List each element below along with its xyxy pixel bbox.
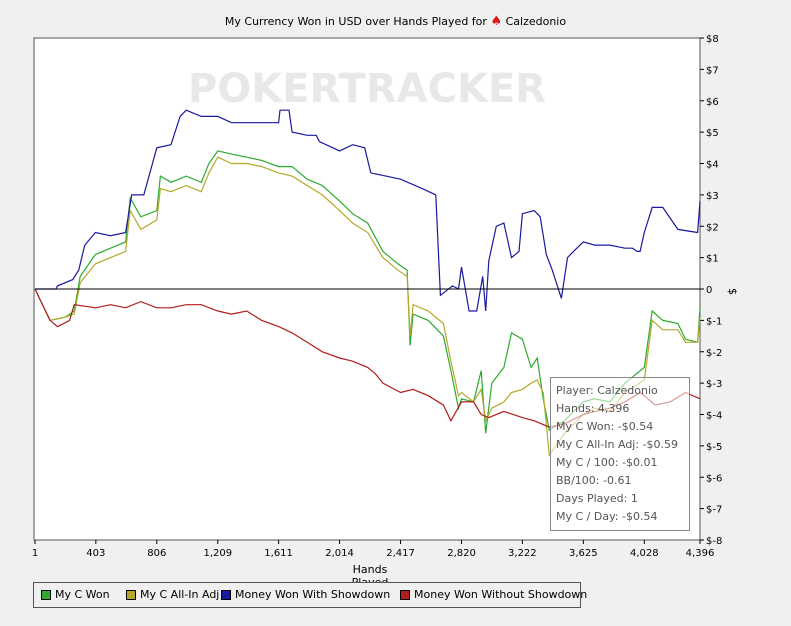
y-tick-label: $-3 bbox=[706, 379, 722, 390]
legend-label: My C All-In Adj bbox=[140, 588, 220, 601]
x-tick-label: 4,396 bbox=[686, 548, 715, 559]
x-tick-label: 806 bbox=[147, 548, 166, 559]
tooltip-line: Hands: 4,396 bbox=[556, 402, 630, 415]
tooltip-line: My C All-In Adj: -$0.59 bbox=[556, 438, 679, 451]
y-tick-label: $-7 bbox=[706, 505, 722, 516]
data-tooltip: Player: Calzedonio Hands: 4,396 My C Won… bbox=[550, 377, 690, 531]
tooltip-line: Player: Calzedonio bbox=[556, 384, 658, 397]
chart-title: My Currency Won in USD over Hands Played… bbox=[0, 14, 791, 29]
legend-swatch bbox=[41, 589, 51, 600]
series-line-2 bbox=[35, 109, 701, 312]
spade-icon: ♠ bbox=[490, 14, 503, 29]
y-tick-label: $4 bbox=[706, 160, 719, 171]
tooltip-line: Days Played: 1 bbox=[556, 492, 638, 505]
x-tick-label: 2,820 bbox=[447, 548, 476, 559]
y-tick-label: $3 bbox=[706, 191, 719, 202]
legend-item-money-won-with-showdown[interactable]: Money Won With Showdown bbox=[221, 588, 390, 601]
y-tick-label: $-2 bbox=[706, 348, 722, 359]
x-tick-label: 3,222 bbox=[508, 548, 537, 559]
chart-title-text: My Currency Won in USD over Hands Played… bbox=[224, 15, 487, 28]
y-axis-label: $ bbox=[726, 288, 739, 295]
x-tick-label: 2,417 bbox=[386, 548, 415, 559]
tooltip-line: BB/100: -0.61 bbox=[556, 474, 632, 487]
x-tick-label: 4,028 bbox=[630, 548, 659, 559]
tooltip-line: My C Won: -$0.54 bbox=[556, 420, 654, 433]
y-tick-label: $-5 bbox=[706, 442, 722, 453]
legend-swatch bbox=[221, 589, 231, 600]
tooltip-line: My C / 100: -$0.01 bbox=[556, 456, 658, 469]
x-tick-label: 403 bbox=[86, 548, 105, 559]
legend: My C Won My C All-In Adj Money Won With … bbox=[33, 582, 587, 608]
y-tick-label: $7 bbox=[706, 65, 719, 76]
axes-group: 1 403 806 1,209 1,611 2,014 2,417 2,820 3,222 3,6… bbox=[32, 34, 723, 559]
x-tick-label: 3,625 bbox=[569, 548, 598, 559]
y-tick-label: $-4 bbox=[706, 411, 722, 422]
x-tick-label: 1,611 bbox=[264, 548, 293, 559]
y-tick-label: $-1 bbox=[706, 316, 722, 327]
watermark: POKERTRACKER bbox=[188, 66, 546, 112]
y-tick-label: $5 bbox=[706, 128, 719, 139]
y-tick-label: $6 bbox=[706, 97, 719, 108]
x-tick-label: 2,014 bbox=[325, 548, 354, 559]
legend-label: Money Won With Showdown bbox=[235, 588, 391, 601]
y-tick-label: $2 bbox=[706, 222, 719, 233]
y-tick-label: $1 bbox=[706, 254, 719, 265]
tooltip-line: My C / Day: -$0.54 bbox=[556, 510, 658, 523]
legend-label: Money Won Without Showdown bbox=[414, 588, 588, 601]
chart-title-player: Calzedonio bbox=[505, 15, 567, 28]
legend-item-my-c-won[interactable]: My C Won bbox=[41, 588, 110, 601]
legend-swatch bbox=[400, 589, 410, 600]
y-tick-label: $8 bbox=[706, 34, 719, 45]
y-tick-label: $-6 bbox=[706, 473, 722, 484]
legend-item-money-won-without-showdown[interactable]: Money Won Without Showdown bbox=[400, 588, 587, 601]
y-tick-label: 0 bbox=[706, 285, 712, 296]
legend-label: My C Won bbox=[55, 588, 110, 601]
y-tick-label: $-8 bbox=[706, 536, 722, 547]
legend-swatch bbox=[126, 589, 136, 600]
legend-item-my-c-all-in-adj[interactable]: My C All-In Adj bbox=[126, 588, 219, 601]
x-tick-label: 1 bbox=[32, 548, 38, 559]
x-tick-label: 1,209 bbox=[203, 548, 232, 559]
